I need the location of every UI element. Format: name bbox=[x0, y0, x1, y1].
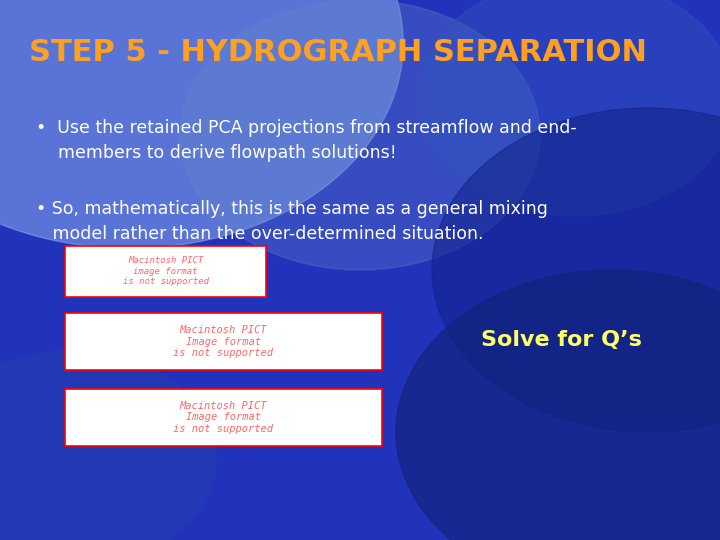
Text: • So, mathematically, this is the same as a general mixing
   model rather than : • So, mathematically, this is the same a… bbox=[36, 200, 548, 243]
Circle shape bbox=[180, 0, 540, 270]
FancyBboxPatch shape bbox=[65, 246, 266, 297]
Circle shape bbox=[0, 351, 216, 540]
Text: •  Use the retained PCA projections from streamflow and end-
    members to deri: • Use the retained PCA projections from … bbox=[36, 119, 577, 162]
Text: Macintosh PICT
image format
is not supported: Macintosh PICT image format is not suppo… bbox=[122, 256, 209, 286]
FancyBboxPatch shape bbox=[65, 313, 382, 370]
Circle shape bbox=[0, 0, 403, 248]
Text: Solve for Q’s: Solve for Q’s bbox=[481, 330, 642, 350]
Circle shape bbox=[432, 108, 720, 432]
Text: STEP 5 - HYDROGRAPH SEPARATION: STEP 5 - HYDROGRAPH SEPARATION bbox=[29, 38, 647, 67]
Text: Macintosh PICT
Image format
is not supported: Macintosh PICT Image format is not suppo… bbox=[174, 401, 273, 434]
FancyBboxPatch shape bbox=[65, 389, 382, 446]
Circle shape bbox=[396, 270, 720, 540]
Text: Macintosh PICT
Image format
is not supported: Macintosh PICT Image format is not suppo… bbox=[174, 325, 273, 358]
Circle shape bbox=[418, 0, 720, 216]
